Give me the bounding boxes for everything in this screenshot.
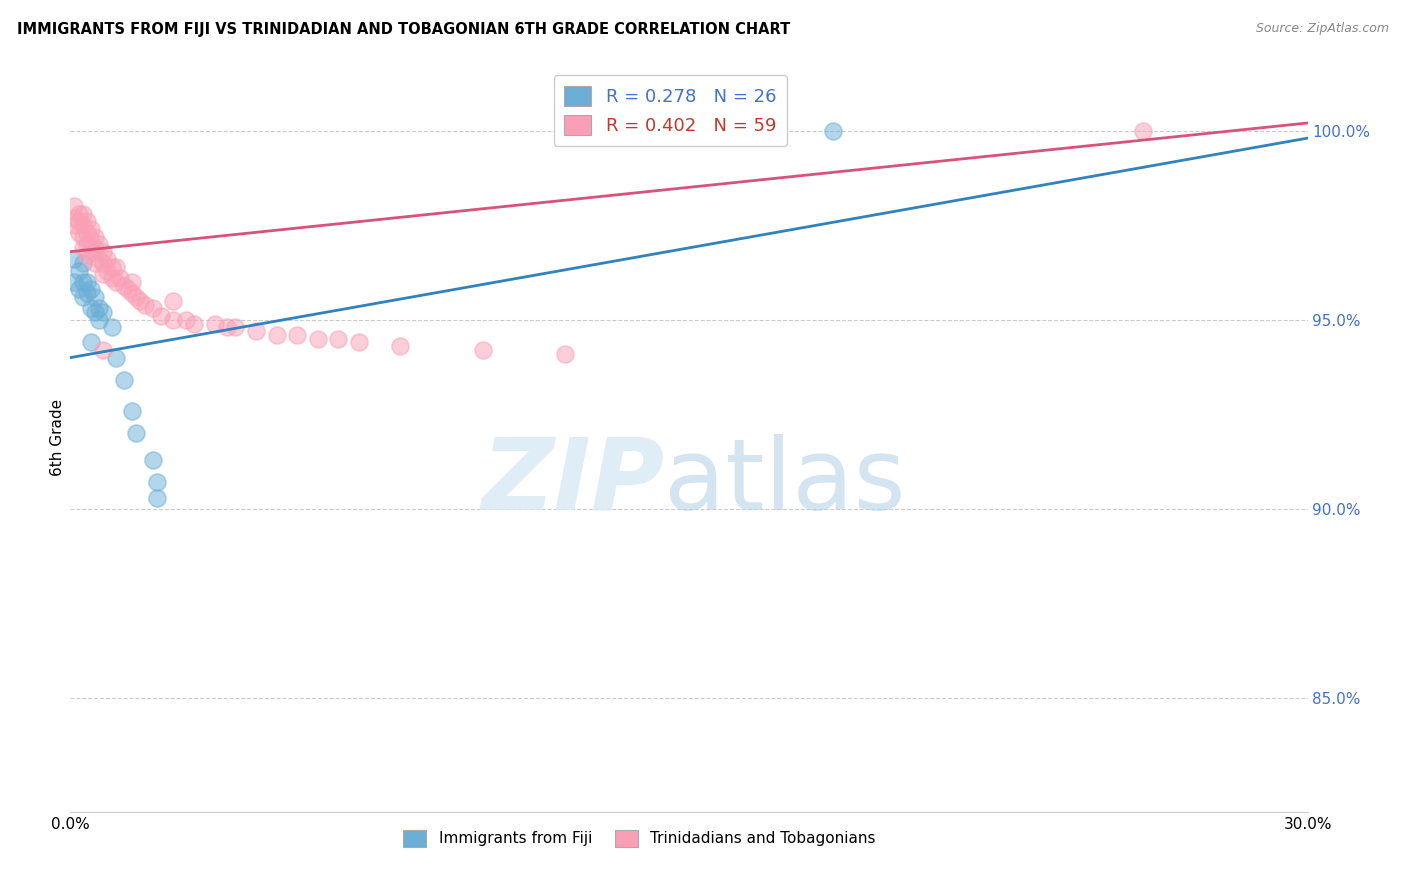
Point — [215, 320, 238, 334]
Point — [162, 312, 184, 326]
Point — [554, 347, 576, 361]
Point — [146, 475, 169, 490]
Point — [104, 260, 127, 274]
Point — [89, 312, 111, 326]
Point — [96, 252, 118, 267]
Point — [63, 199, 86, 213]
Point — [108, 271, 131, 285]
Point — [89, 301, 111, 316]
Point — [204, 317, 226, 331]
Point — [72, 290, 94, 304]
Point — [72, 275, 94, 289]
Point — [100, 271, 122, 285]
Point — [823, 123, 845, 137]
Point — [84, 256, 107, 270]
Point — [285, 327, 308, 342]
Point — [266, 327, 288, 342]
Point — [307, 332, 329, 346]
Point — [125, 290, 148, 304]
Point — [80, 222, 103, 236]
Point — [129, 293, 152, 308]
Point — [96, 263, 118, 277]
Point — [347, 335, 370, 350]
Point — [67, 226, 90, 240]
Point — [224, 320, 246, 334]
Y-axis label: 6th Grade: 6th Grade — [49, 399, 65, 475]
Point — [67, 214, 90, 228]
Point — [91, 256, 114, 270]
Point — [63, 218, 86, 232]
Point — [100, 320, 122, 334]
Point — [76, 248, 98, 262]
Point — [91, 343, 114, 357]
Point — [84, 229, 107, 244]
Point — [76, 275, 98, 289]
Point — [121, 286, 143, 301]
Point — [142, 452, 165, 467]
Point — [72, 241, 94, 255]
Point — [76, 286, 98, 301]
Point — [67, 207, 90, 221]
Point — [183, 317, 205, 331]
Point — [142, 301, 165, 316]
Point — [162, 293, 184, 308]
Point — [146, 491, 169, 505]
Point — [389, 339, 412, 353]
Point — [91, 305, 114, 319]
Point — [471, 343, 494, 357]
Point — [150, 309, 173, 323]
Point — [104, 351, 127, 365]
Point — [80, 233, 103, 247]
Point — [328, 332, 350, 346]
Text: atlas: atlas — [664, 434, 905, 531]
Point — [72, 229, 94, 244]
Legend: Immigrants from Fiji, Trinidadians and Tobagonians: Immigrants from Fiji, Trinidadians and T… — [398, 824, 882, 853]
Point — [121, 275, 143, 289]
Point — [67, 283, 90, 297]
Point — [134, 298, 156, 312]
Point — [121, 403, 143, 417]
Point — [80, 301, 103, 316]
Point — [63, 275, 86, 289]
Point — [104, 275, 127, 289]
Point — [245, 324, 267, 338]
Point — [125, 426, 148, 441]
Point — [112, 373, 135, 387]
Point — [80, 283, 103, 297]
Point — [76, 226, 98, 240]
Text: IMMIGRANTS FROM FIJI VS TRINIDADIAN AND TOBAGONIAN 6TH GRADE CORRELATION CHART: IMMIGRANTS FROM FIJI VS TRINIDADIAN AND … — [17, 22, 790, 37]
Point — [89, 237, 111, 252]
Point — [80, 244, 103, 259]
Point — [84, 305, 107, 319]
Point — [1132, 123, 1154, 137]
Point — [117, 283, 139, 297]
Point — [63, 252, 86, 267]
Point — [72, 207, 94, 221]
Point — [76, 214, 98, 228]
Point — [112, 278, 135, 293]
Text: ZIP: ZIP — [481, 434, 664, 531]
Point — [72, 256, 94, 270]
Point — [91, 268, 114, 282]
Point — [84, 290, 107, 304]
Point — [84, 241, 107, 255]
Point — [80, 335, 103, 350]
Point — [91, 244, 114, 259]
Point — [89, 252, 111, 267]
Point — [174, 312, 197, 326]
Point — [76, 237, 98, 252]
Text: Source: ZipAtlas.com: Source: ZipAtlas.com — [1256, 22, 1389, 36]
Point — [100, 260, 122, 274]
Point — [63, 211, 86, 225]
Point — [72, 218, 94, 232]
Point — [67, 263, 90, 277]
